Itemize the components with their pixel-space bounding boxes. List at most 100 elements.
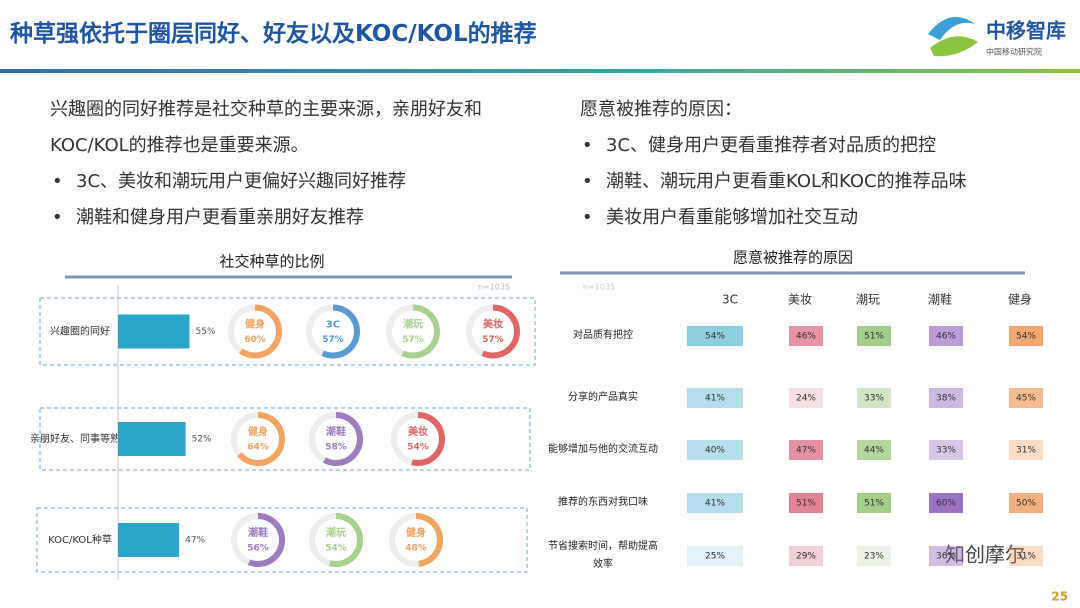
ring-label: 美妆 (483, 318, 503, 331)
row-box (39, 407, 531, 471)
column-header: 美妆 (788, 293, 812, 307)
ring-value: 54% (325, 544, 347, 554)
row-label-box: 能够增加与他的交流互动 (548, 444, 658, 455)
cell-label: 60% (936, 499, 956, 509)
note: n=1035 (583, 283, 615, 292)
bar (118, 314, 190, 349)
bar (118, 523, 180, 557)
row-label-box: 节省搜索时间，帮助提高效率 (548, 541, 658, 570)
cell-label: 46% (936, 332, 956, 342)
cell (1009, 493, 1043, 513)
cell (1009, 388, 1043, 408)
ring (309, 412, 363, 466)
ring-value: 60% (244, 335, 266, 345)
column-header: 3C (722, 293, 738, 307)
ring-value: 48% (405, 544, 427, 554)
logo-name: 中移智库 (986, 19, 1066, 43)
row-label: KOC/KOL种草 (48, 533, 112, 546)
cell (857, 440, 891, 460)
cell (789, 326, 823, 346)
lead: 兴趣圈的同好推荐是社交种草的主要来源，亲朋好友和KOC/KOL的推荐也是重要来源… (50, 99, 482, 156)
cell-label: 40% (705, 446, 725, 456)
row-label-box: 推荐的东西对我口味 (558, 497, 648, 508)
cell (687, 326, 743, 346)
logo-icon (930, 36, 978, 57)
cell-label: 41% (705, 394, 725, 404)
cell-label: 41% (705, 499, 725, 509)
ring (466, 304, 520, 359)
cell (857, 546, 891, 566)
cell (687, 493, 743, 513)
cell (789, 388, 823, 408)
chart-title: 愿意被推荐的原因 (733, 249, 853, 267)
ring-value: 56% (247, 544, 269, 554)
cell-label: 46% (796, 332, 816, 342)
cell-label: 25% (705, 552, 725, 562)
row-label: 推荐的东西对我口味 (558, 497, 648, 508)
row-label: 节省搜索时间，帮助提高效率 (548, 541, 658, 570)
cell (687, 440, 743, 460)
cell-label: 33% (864, 394, 884, 404)
row-label: 分享的产品真实 (568, 392, 638, 403)
cell-label: 36% (936, 552, 956, 562)
cell (1009, 440, 1043, 460)
cell (789, 440, 823, 460)
ring-value: 57% (482, 335, 504, 345)
cell-label: 44% (864, 446, 884, 456)
logo: 中移智库 中国移动研究院 (928, 16, 1066, 57)
cell-label: 24% (796, 394, 816, 404)
row-label: 兴趣圈的同好 (50, 325, 110, 338)
ring-label: 美妆 (408, 425, 428, 438)
cell (857, 493, 891, 513)
cell-label: 38% (936, 394, 956, 404)
column-header: 潮鞋 (928, 292, 952, 307)
bar-label: 47% (185, 536, 205, 546)
cell-label: 51% (864, 499, 884, 509)
cell (857, 326, 891, 346)
cell-label: 29% (796, 552, 816, 562)
row-label-box: 对品质有把控 (573, 330, 633, 341)
row-box (39, 297, 536, 366)
note: n=1035 (478, 283, 510, 292)
cell-label: 31% (1016, 446, 1036, 456)
bar-label: 52% (192, 435, 212, 445)
ring-label: 3C (326, 320, 340, 331)
logo-subtitle: 中国移动研究院 (986, 47, 1042, 57)
ring (228, 304, 282, 359)
cell (687, 388, 743, 408)
left-text: 兴趣圈的同好推荐是社交种草的主要来源，亲朋好友和KOC/KOL的推荐也是重要来源… (50, 92, 550, 236)
cell (929, 546, 963, 566)
cell-label: 51% (864, 332, 884, 342)
ring-value: 64% (247, 443, 269, 453)
title-rule (0, 69, 1080, 73)
right-text: 愿意被推荐的原因： 3C、健身用户更看重推荐者对品质的把控潮鞋、潮玩用户更看重K… (580, 92, 1060, 236)
cell (789, 493, 823, 513)
bullets: 3C、美妆和潮玩用户更偏好兴趣同好推荐潮鞋和健身用户更看重亲朋好友推荐 (50, 164, 550, 236)
ring (231, 513, 285, 567)
row-label: 亲朋好友、同事等熟人 (30, 432, 130, 445)
column-header: 潮玩 (856, 292, 880, 307)
cell-label: 51% (796, 499, 816, 509)
ring-label: 潮玩 (326, 526, 346, 539)
ring-label: 潮鞋 (326, 425, 346, 438)
bullet: 潮鞋、潮玩用户更看重KOL和KOC的推荐品味 (580, 164, 1060, 200)
ring (306, 304, 360, 359)
cell-label: 45% (1016, 394, 1036, 404)
cell (857, 388, 891, 408)
ring-value: 58% (325, 443, 347, 453)
row-box (36, 507, 528, 573)
row-label: 能够增加与他的交流互动 (548, 444, 658, 455)
cell (929, 326, 963, 346)
ring-value: 57% (402, 335, 424, 345)
row-label: 对品质有把控 (573, 330, 633, 341)
ring (231, 412, 285, 466)
cell-label: 54% (1016, 332, 1036, 342)
ring-label: 健身 (248, 425, 268, 438)
row-label-box: 分享的产品真实 (568, 392, 638, 403)
heading: 愿意被推荐的原因： (580, 99, 742, 120)
bullet: 3C、美妆和潮玩用户更偏好兴趣同好推荐 (50, 164, 550, 200)
logo-icon (928, 16, 975, 40)
ring-value: 57% (322, 335, 344, 345)
cell (1009, 326, 1043, 346)
